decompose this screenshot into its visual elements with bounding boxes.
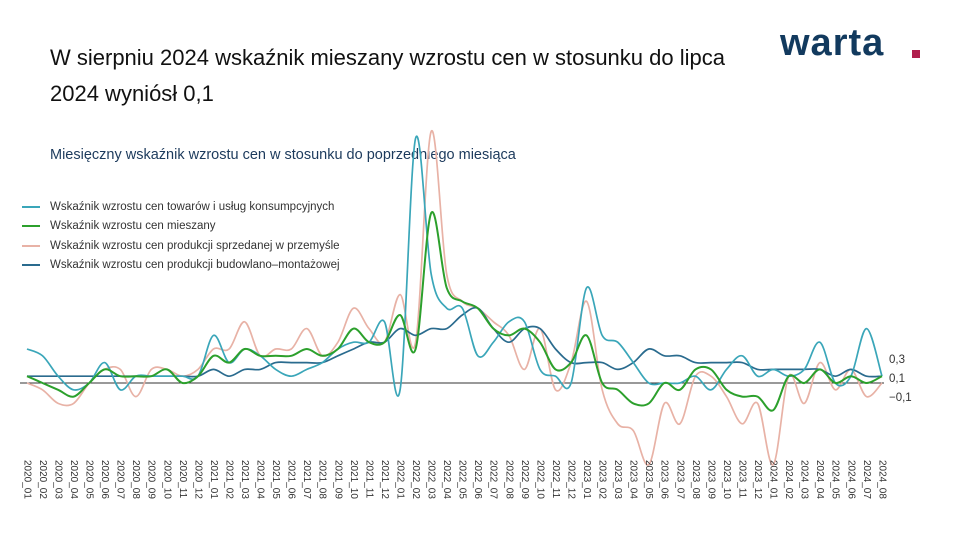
x-tick-label: 2020_06 (99, 460, 110, 499)
x-tick-label: 2020_12 (192, 460, 203, 499)
legend-item: Wskaźnik wzrostu cen mieszany (22, 217, 340, 237)
x-tick-label: 2023_11 (736, 460, 747, 499)
x-tick-label: 2021_04 (255, 460, 266, 499)
x-tick-label: 2023_01 (581, 460, 592, 499)
series-line-1 (26, 211, 883, 412)
end-value-label: 0,3 (889, 354, 905, 366)
legend-swatch (22, 225, 40, 228)
x-tick-label: 2024_08 (876, 460, 887, 499)
x-tick-label: 2022_09 (519, 460, 530, 499)
x-tick-label: 2023_09 (705, 460, 716, 499)
x-tick-label: 2022_08 (503, 460, 514, 499)
series-line-2 (26, 130, 883, 466)
legend-swatch (22, 244, 40, 247)
x-tick-label: 2020_03 (52, 460, 63, 499)
logo-dot (912, 50, 920, 58)
x-tick-label: 2020_05 (84, 460, 95, 499)
x-tick-label: 2021_02 (223, 460, 234, 499)
x-tick-label: 2021_05 (270, 460, 281, 499)
x-tick-label: 2022_12 (565, 460, 576, 499)
x-tick-label: 2021_11 (363, 460, 374, 499)
x-tick-label: 2020_01 (21, 460, 32, 499)
x-tick-label: 2022_06 (472, 460, 483, 499)
end-value-label: 0,1 (889, 373, 905, 385)
series-line-0 (26, 135, 883, 397)
x-tick-label: 2021_06 (286, 460, 297, 499)
x-tick-label: 2021_03 (239, 460, 250, 499)
x-tick-label: 2021_07 (301, 460, 312, 499)
x-tick-label: 2022_05 (457, 460, 468, 499)
legend-item: Wskaźnik wzrostu cen towarów i usług kon… (22, 197, 340, 217)
x-tick-label: 2022_03 (426, 460, 437, 499)
x-tick-label: 2022_11 (550, 460, 561, 499)
page-title: W sierpniu 2024 wskaźnik mieszany wzrost… (50, 45, 725, 106)
chart-subtitle: Miesięczny wskaźnik wzrostu cen w stosun… (50, 147, 516, 163)
legend-swatch (22, 205, 40, 208)
x-tick-label: 2021_08 (317, 460, 328, 499)
x-tick-label: 2021_01 (208, 460, 219, 499)
x-tick-label: 2021_12 (379, 460, 390, 499)
x-tick-label: 2022_07 (488, 460, 499, 499)
x-tick-label: 2021_09 (332, 460, 343, 499)
x-tick-label: 2023_12 (752, 460, 763, 499)
legend-label: Wskaźnik wzrostu cen towarów i usług kon… (50, 200, 335, 213)
x-tick-label: 2023_06 (659, 460, 670, 499)
x-tick-label: 2024_04 (814, 460, 825, 499)
end-value-label: −0,1 (889, 392, 912, 404)
x-tick-label: 2024_01 (768, 460, 779, 499)
legend-label: Wskaźnik wzrostu cen mieszany (50, 220, 216, 233)
legend-item: Wskaźnik wzrostu cen produkcji budowlano… (22, 256, 340, 276)
legend-item: Wskaźnik wzrostu cen produkcji sprzedane… (22, 236, 340, 256)
x-tick-label: 2020_09 (146, 460, 157, 499)
x-tick-label: 2024_07 (861, 460, 872, 499)
x-tick-label: 2023_08 (690, 460, 701, 499)
legend-swatch (22, 264, 40, 267)
x-tick-label: 2024_06 (845, 460, 856, 499)
x-tick-label: 2023_02 (597, 460, 608, 499)
x-tick-label: 2024_03 (799, 460, 810, 499)
x-tick-label: 2023_03 (612, 460, 623, 499)
x-tick-label: 2020_10 (161, 460, 172, 499)
warta-logo: warta (780, 22, 885, 64)
x-tick-label: 2020_11 (177, 460, 188, 499)
x-tick-label: 2020_04 (68, 460, 79, 499)
legend-label: Wskaźnik wzrostu cen produkcji sprzedane… (50, 239, 340, 252)
x-tick-label: 2022_01 (394, 460, 405, 499)
x-tick-label: 2022_04 (441, 460, 452, 499)
x-tick-label: 2024_02 (783, 460, 794, 499)
x-tick-label: 2021_10 (348, 460, 359, 499)
x-tick-label: 2023_10 (721, 460, 732, 499)
x-tick-label: 2023_05 (643, 460, 654, 499)
chart-legend: Wskaźnik wzrostu cen towarów i usług kon… (22, 197, 340, 275)
x-tick-label: 2020_02 (37, 460, 48, 499)
series-line-3 (27, 306, 883, 378)
x-tick-label: 2023_04 (628, 460, 639, 499)
x-tick-label: 2022_02 (410, 460, 421, 499)
x-tick-label: 2024_05 (830, 460, 841, 499)
x-tick-label: 2023_07 (674, 460, 685, 499)
x-tick-label: 2020_07 (115, 460, 126, 499)
legend-label: Wskaźnik wzrostu cen produkcji budowlano… (50, 259, 340, 272)
x-tick-label: 2022_10 (534, 460, 545, 499)
x-tick-label: 2020_08 (130, 460, 141, 499)
